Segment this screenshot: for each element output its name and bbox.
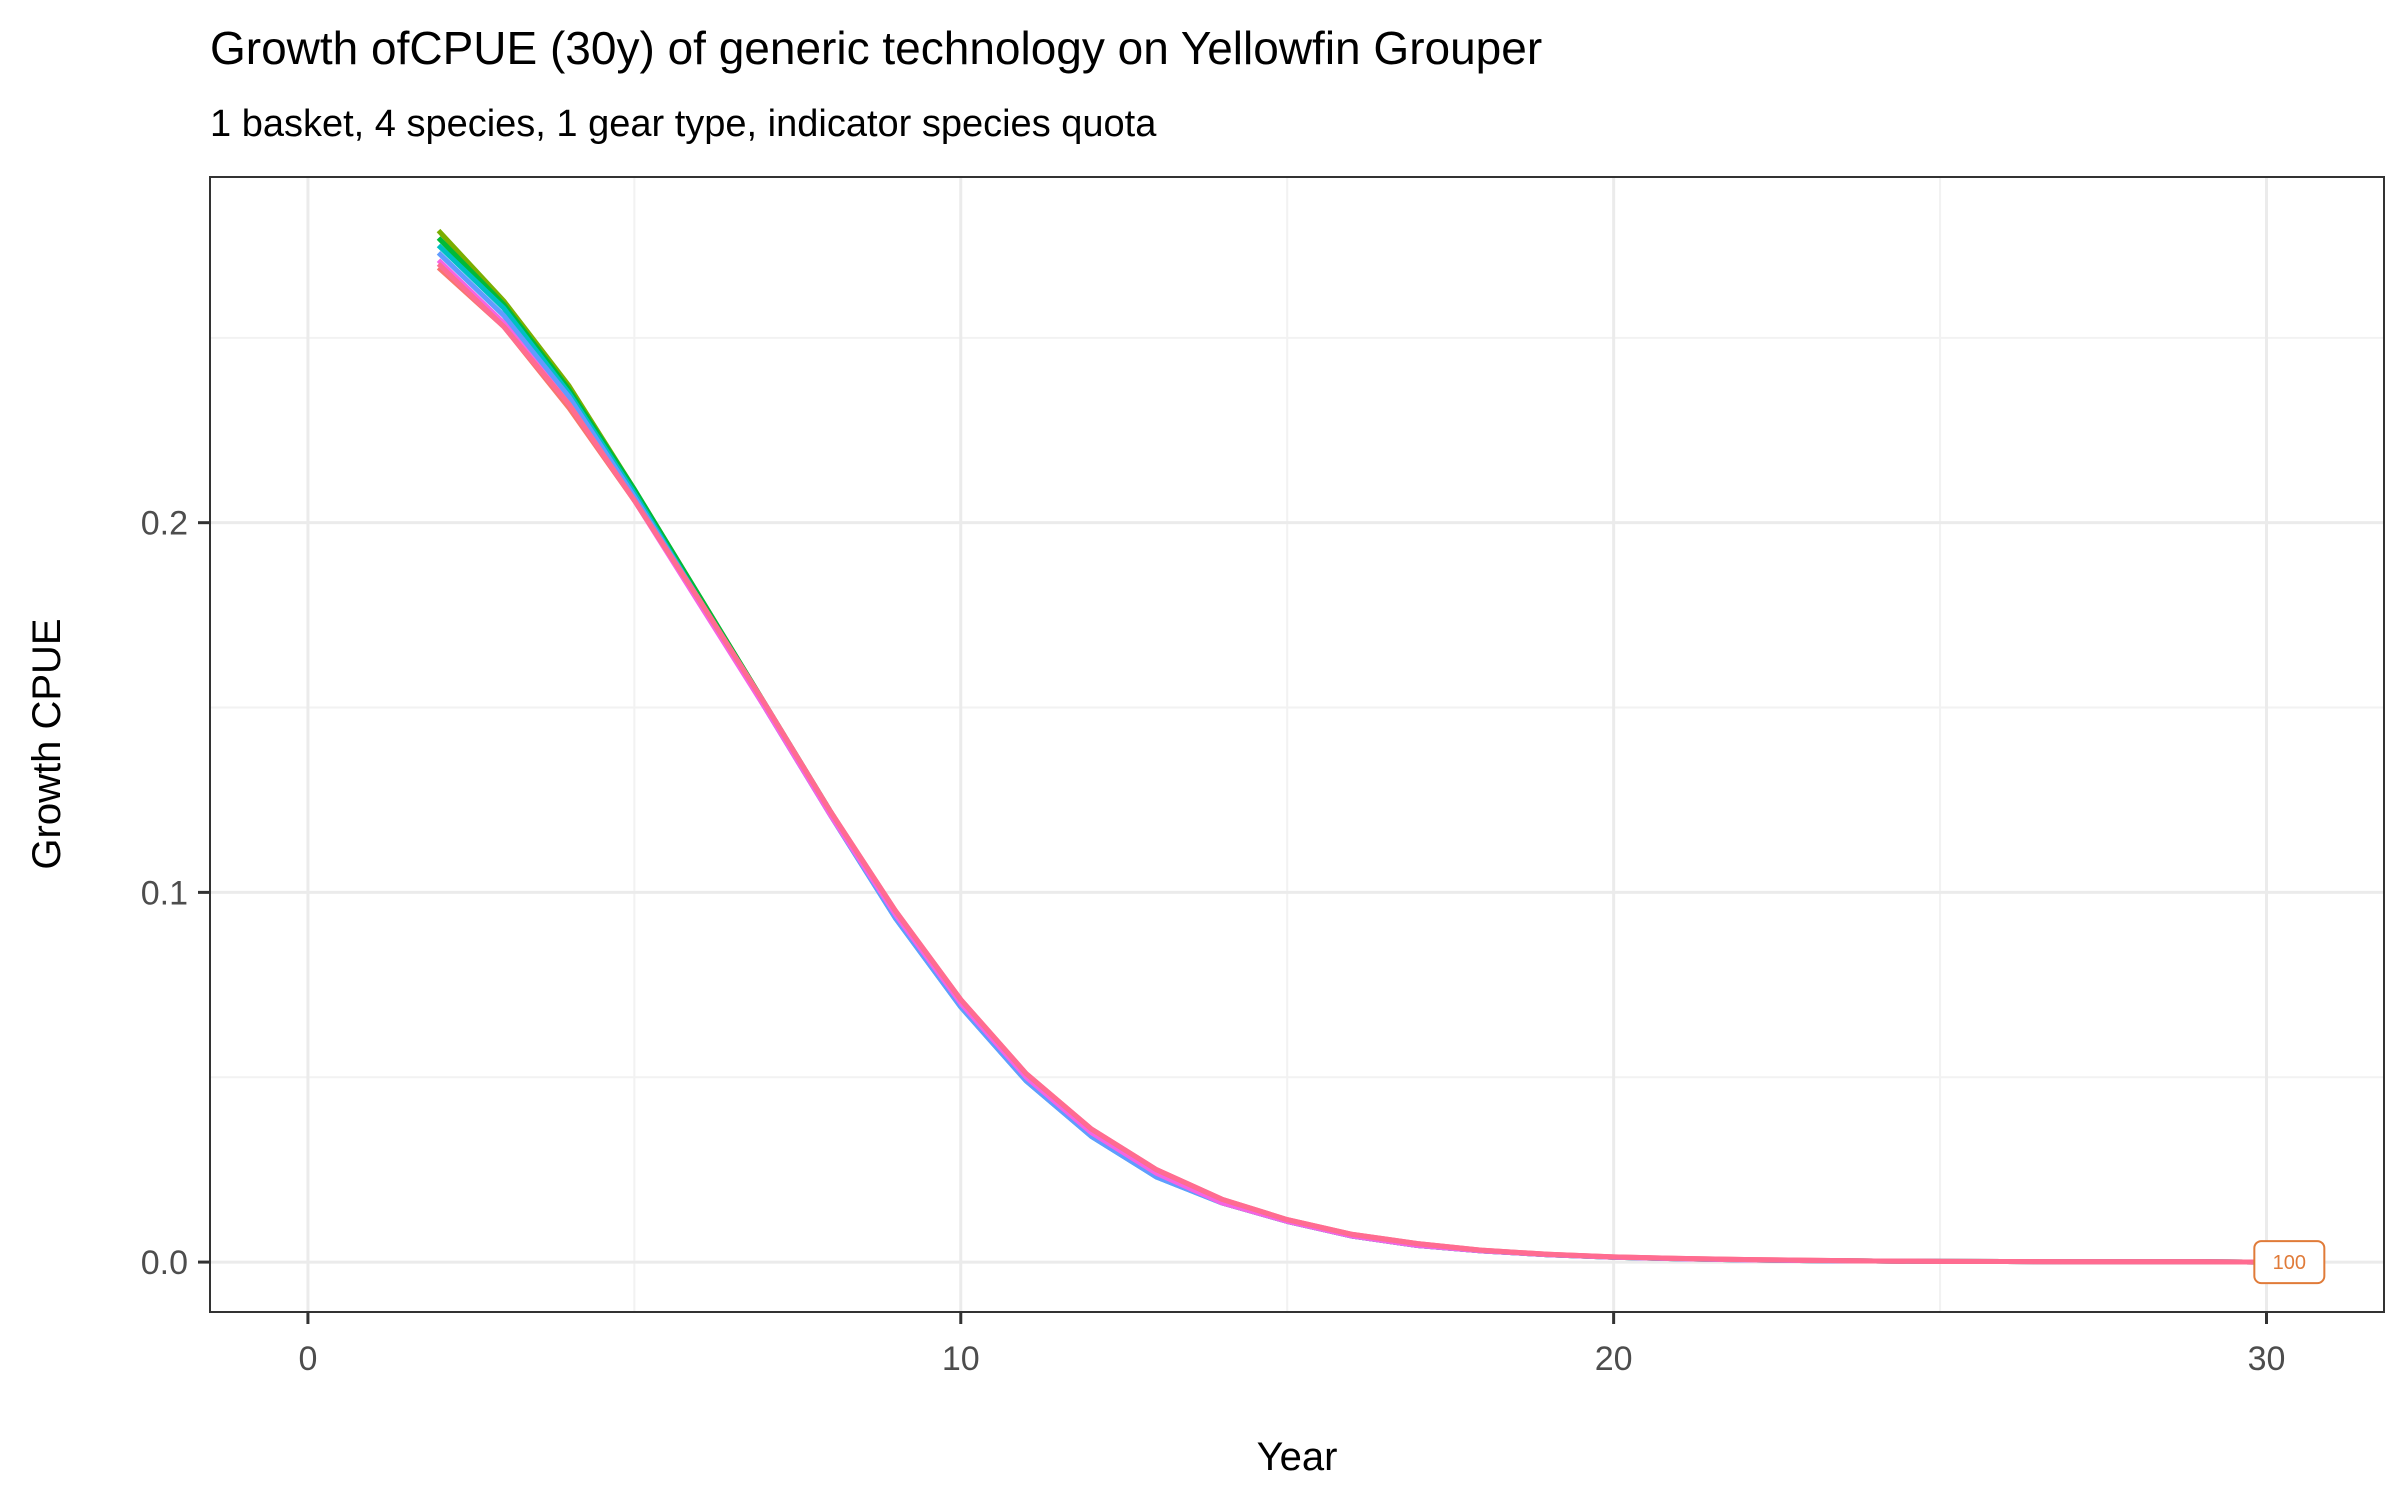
y-tick-label: 0.1 [141, 874, 188, 912]
y-tick-label: 0.2 [141, 505, 188, 543]
series-line-7 [436, 262, 2267, 1265]
plot-background [210, 177, 2384, 1312]
annotation-label: 100 [2253, 1240, 2326, 1285]
annotations: 100 [2253, 1240, 2326, 1285]
y-tick-label: 0.0 [141, 1244, 188, 1282]
x-tick-label: 30 [2248, 1340, 2286, 1378]
plot-panel-border [209, 176, 2385, 1313]
y-axis-title: Growth CPUE [25, 618, 69, 869]
chart-title: Growth ofCPUE (30y) of generic technolog… [210, 22, 1542, 74]
x-tick-label: 20 [1595, 1340, 1633, 1378]
x-tick-label: 10 [942, 1340, 980, 1378]
svg-text:100: 100 [2273, 1252, 2306, 1274]
chart-subtitle: 1 basket, 4 species, 1 gear type, indica… [210, 103, 1157, 145]
series-lines [436, 228, 2267, 1265]
x-tick-label: 0 [298, 1340, 317, 1378]
axes: 0 10 20 30 0.0 0.1 0.2 [141, 505, 2286, 1378]
x-axis-title: Year [1257, 1435, 1338, 1479]
